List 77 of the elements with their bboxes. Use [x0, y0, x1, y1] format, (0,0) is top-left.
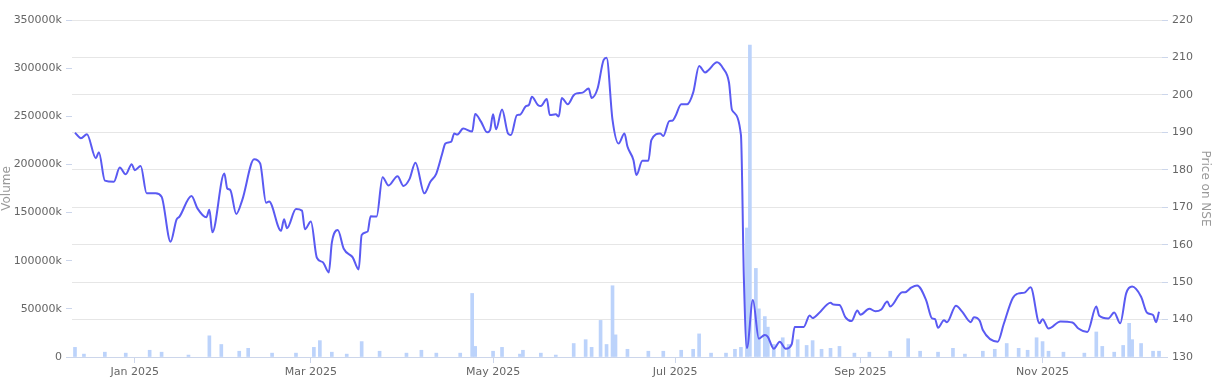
bar [918, 350, 922, 357]
bar [888, 350, 893, 357]
x-tick-label: Jan 2025 [109, 365, 159, 379]
y-tick-label: 200000k [13, 157, 63, 171]
bar [553, 354, 558, 357]
y-tick-label: 350000k [13, 12, 63, 26]
bar [1121, 345, 1126, 357]
bar [434, 352, 439, 357]
y2-tick-label: 210 [1172, 50, 1193, 64]
bar [1100, 346, 1105, 357]
bar [359, 341, 364, 357]
bar [1127, 322, 1131, 357]
bar [709, 352, 713, 357]
bar [1157, 350, 1161, 357]
bar [312, 347, 316, 357]
y-tick-label: 300000k [13, 61, 63, 74]
bar [691, 348, 695, 357]
bar [1004, 343, 1009, 357]
bar [458, 352, 463, 357]
y-tick-label: 0 [55, 349, 62, 363]
bar [795, 339, 800, 357]
x-tick-label: Jul 2025 [651, 365, 698, 379]
y-axis-title: Volume [0, 166, 14, 211]
bar [951, 348, 955, 357]
bar [521, 349, 525, 357]
bar [733, 348, 737, 357]
y-tick-label: 150000k [13, 205, 63, 219]
x-tick-label: May 2025 [465, 365, 521, 379]
bar [103, 351, 107, 357]
y2-tick-label: 160 [1172, 237, 1193, 251]
y-tick-label: 250000k [13, 109, 63, 123]
bar [748, 44, 752, 357]
y-tick-label: 50000k [20, 301, 63, 315]
bar [739, 347, 743, 357]
y2-tick-label: 170 [1172, 200, 1193, 214]
y2-tick-label: 130 [1172, 349, 1193, 363]
bar [329, 351, 334, 357]
bar [697, 333, 701, 357]
bar [73, 347, 77, 357]
y2-axis-title: Price on NSE [1198, 150, 1212, 227]
y2-tick-label: 180 [1172, 162, 1193, 176]
bar [539, 352, 543, 357]
bar [936, 351, 940, 357]
y-tick-label: 100000k [13, 253, 63, 267]
x-tick-label: Nov 2025 [1016, 365, 1070, 379]
bar [500, 347, 504, 357]
bar [82, 353, 86, 357]
bar [470, 293, 474, 357]
bar [661, 350, 666, 357]
bar [344, 353, 349, 357]
bar [963, 353, 967, 357]
y2-tick-label: 220 [1172, 12, 1193, 26]
bar [318, 340, 322, 357]
bar [1112, 351, 1117, 357]
y2-tick-label: 150 [1172, 274, 1193, 288]
bar [679, 349, 684, 357]
bar [980, 350, 985, 357]
bar [724, 352, 728, 357]
bar [1094, 331, 1099, 357]
x-tick-label: Mar 2025 [284, 365, 338, 379]
line-series [73, 56, 1161, 350]
bar [1139, 343, 1143, 357]
bar [992, 348, 997, 357]
bar [123, 352, 128, 357]
bar [571, 343, 576, 357]
bar [491, 350, 495, 357]
bar [246, 348, 251, 357]
y2-tick-label: 190 [1172, 125, 1193, 139]
y2-tick-label: 140 [1172, 312, 1193, 326]
bar [906, 338, 910, 357]
bar [270, 352, 274, 357]
y2-tick-label: 200 [1172, 87, 1193, 101]
bar [1151, 350, 1155, 357]
bar [294, 352, 298, 357]
x-tick-label: Sep 2025 [834, 365, 887, 379]
bar [219, 344, 224, 357]
bar [237, 350, 242, 357]
